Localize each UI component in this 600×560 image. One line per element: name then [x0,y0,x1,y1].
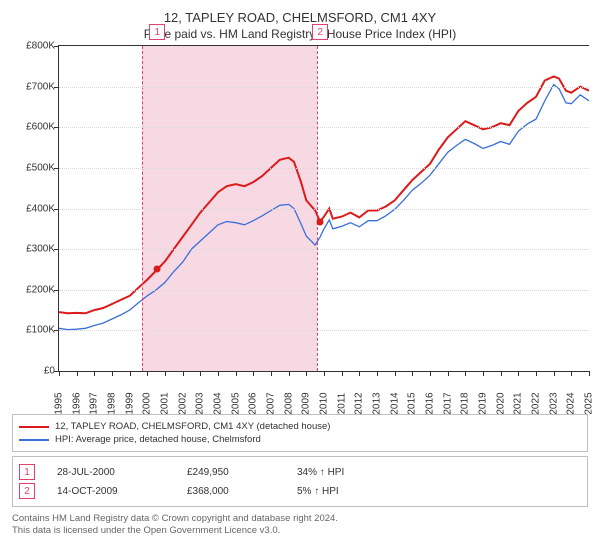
x-axis-label: 2010 [319,392,330,414]
footer: Contains HM Land Registry data © Crown c… [12,513,588,537]
legend-item-1: 12, TAPLEY ROAD, CHELMSFORD, CM1 4XY (de… [19,421,581,432]
plot-area: £0£100K£200K£300K£400K£500K£600K£700K£80… [58,45,589,372]
legend-label-1: 12, TAPLEY ROAD, CHELMSFORD, CM1 4XY (de… [55,421,330,432]
x-axis-label: 2002 [177,392,188,414]
sale-vs-hpi: 5% ↑ HPI [297,486,339,497]
y-gridline [59,209,589,210]
x-axis-label: 2004 [213,392,224,414]
chart-container: 12, TAPLEY ROAD, CHELMSFORD, CM1 4XY Pri… [0,0,600,560]
y-axis-label: £700K [13,81,55,92]
x-axis-label: 2021 [513,392,524,414]
x-axis-label: 2012 [354,392,365,414]
footer-line-2: This data is licensed under the Open Gov… [12,525,588,537]
x-axis-label: 2019 [478,392,489,414]
legend-swatch-2 [19,439,49,441]
y-axis-label: £300K [13,244,55,255]
sales-table: 1 28-JUL-2000£249,95034% ↑ HPI 2 14-OCT-200… [12,456,588,507]
x-axis-label: 2000 [142,392,153,414]
x-axis-label: 2025 [584,392,595,414]
sale-row-1: 1 28-JUL-2000£249,95034% ↑ HPI [19,464,581,480]
sale-vs-hpi: 34% ↑ HPI [297,467,344,478]
title-address: 12, TAPLEY ROAD, CHELMSFORD, CM1 4XY [12,10,588,25]
sale-row-marker: 1 [19,464,35,480]
x-axis-label: 2008 [283,392,294,414]
y-gridline [59,168,589,169]
sale-row-2: 2 14-OCT-2009£368,0005% ↑ HPI [19,483,581,499]
legend-label-2: HPI: Average price, detached house, Chel… [55,434,261,445]
legend-swatch-1 [19,426,49,428]
y-axis-label: £600K [13,122,55,133]
x-axis-label: 2011 [336,393,347,415]
x-axis-label: 2016 [425,392,436,414]
x-axis-label: 1995 [54,392,65,414]
sale-marker-2: 2 [312,24,328,40]
y-axis-label: £100K [13,325,55,336]
sale-date: 28-JUL-2000 [57,467,187,478]
x-axis-label: 2024 [566,392,577,414]
sale-price: £368,000 [187,486,297,497]
y-axis-label: £200K [13,284,55,295]
y-gridline [59,249,589,250]
x-axis-label: 2013 [372,392,383,414]
sale-price: £249,950 [187,467,297,478]
sale-row-marker: 2 [19,483,35,499]
x-axis-label: 1999 [124,392,135,414]
y-gridline [59,87,589,88]
x-axis-label: 2023 [548,392,559,414]
x-axis-label: 1998 [107,392,118,414]
x-axis-label: 2015 [407,392,418,414]
x-axis-label: 2017 [442,392,453,414]
sale-dot-1 [154,266,161,273]
x-axis-label: 2020 [495,392,506,414]
sale-marker-1: 1 [149,24,165,40]
titles: 12, TAPLEY ROAD, CHELMSFORD, CM1 4XY Pri… [12,10,588,45]
y-gridline [59,330,589,331]
x-axis-label: 1996 [71,392,82,414]
y-axis-label: £0 [13,366,55,377]
y-axis-label: £500K [13,162,55,173]
series-s2 [59,85,589,330]
x-axis-label: 1997 [89,392,100,414]
title-subtitle: Price paid vs. HM Land Registry's House … [12,27,588,41]
x-axis-label: 2001 [160,392,171,414]
y-gridline [59,127,589,128]
x-axis-label: 2009 [301,392,312,414]
sale-dot-2 [317,218,324,225]
x-axis-label: 2018 [460,392,471,414]
sale-date: 14-OCT-2009 [57,486,187,497]
legend: 12, TAPLEY ROAD, CHELMSFORD, CM1 4XY (de… [12,414,588,452]
x-axis-label: 2014 [389,392,400,414]
x-axis-label: 2007 [266,392,277,414]
y-gridline [59,290,589,291]
series-s1 [59,77,589,314]
y-axis-label: £800K [13,41,55,52]
x-axis-label: 2003 [195,392,206,414]
footer-line-1: Contains HM Land Registry data © Crown c… [12,513,588,525]
x-axis-label: 2006 [248,392,259,414]
x-axis-label: 2022 [531,392,542,414]
y-axis-label: £400K [13,203,55,214]
legend-item-2: HPI: Average price, detached house, Chel… [19,434,581,445]
x-axis-label: 2005 [230,392,241,414]
